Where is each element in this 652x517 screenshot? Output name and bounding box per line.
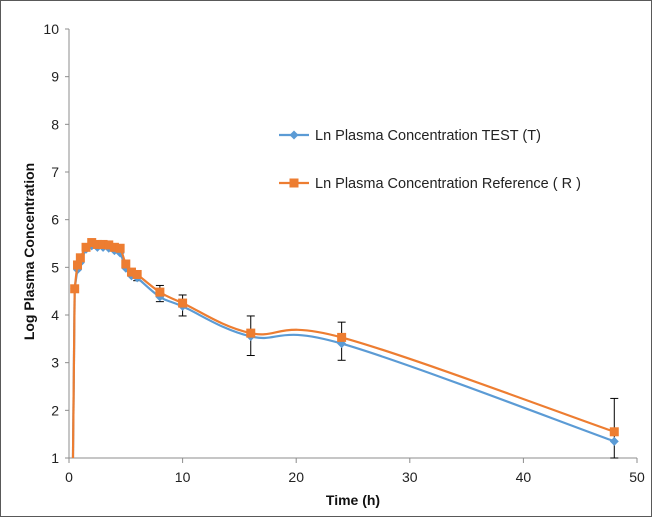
data-point-square <box>109 242 119 252</box>
y-tick-label: 7 <box>51 164 59 180</box>
error-bars <box>133 271 619 459</box>
series-1 <box>70 241 619 459</box>
data-point-square <box>121 259 131 269</box>
y-tick-label: 5 <box>51 259 59 275</box>
data-point-square <box>132 269 142 279</box>
series-line-rise <box>71 288 76 459</box>
legend-label: Ln Plasma Concentration Reference ( R ) <box>315 176 581 192</box>
data-point-square <box>126 267 136 277</box>
x-tick-label: 10 <box>175 469 191 485</box>
legend-marker-square <box>289 178 299 188</box>
y-axis-title: Log Plasma Concentration <box>21 163 37 340</box>
data-point-square <box>337 332 347 342</box>
y-tick-label: 4 <box>51 307 59 323</box>
data-point-diamond <box>609 436 619 446</box>
data-point-square <box>115 243 125 253</box>
data-point-square <box>178 298 188 308</box>
y-tick-label: 10 <box>43 21 59 37</box>
y-tick-label: 8 <box>51 116 59 132</box>
series-2 <box>70 238 619 459</box>
data-point-square <box>81 242 91 252</box>
x-tick-label: 50 <box>629 469 645 485</box>
data-point-square <box>92 239 102 249</box>
x-axis-title: Time (h) <box>326 492 380 508</box>
series-layer <box>70 238 619 459</box>
y-tick-label: 3 <box>51 355 59 371</box>
x-tick-label: 30 <box>402 469 418 485</box>
data-point-square <box>73 260 83 270</box>
y-tick-label: 6 <box>51 212 59 228</box>
data-point-square <box>75 253 85 263</box>
data-point-square <box>104 240 114 250</box>
y-tick-label: 1 <box>51 450 59 466</box>
x-tick-label: 20 <box>288 469 304 485</box>
data-point-square <box>87 238 97 248</box>
y-tick-label: 2 <box>51 402 59 418</box>
x-tick-label: 0 <box>65 469 73 485</box>
legend: Ln Plasma Concentration TEST (T) Ln Plasm… <box>279 128 581 192</box>
data-point-square <box>246 328 256 338</box>
data-point-square <box>155 287 165 297</box>
legend-item: Ln Plasma Concentration TEST (T) <box>279 128 541 144</box>
legend-marker-diamond <box>289 130 299 140</box>
x-tick-label: 40 <box>516 469 532 485</box>
legend-item: Ln Plasma Concentration Reference ( R ) <box>279 176 581 192</box>
legend-label: Ln Plasma Concentration TEST (T) <box>315 128 541 144</box>
axes: 1 2 3 4 5 6 7 8 9 10 0 10 20 30 40 50 <box>43 21 645 485</box>
y-tick-label: 9 <box>51 69 59 85</box>
data-point-square <box>98 239 108 249</box>
data-point-square <box>609 427 619 437</box>
data-point-square <box>70 284 80 294</box>
